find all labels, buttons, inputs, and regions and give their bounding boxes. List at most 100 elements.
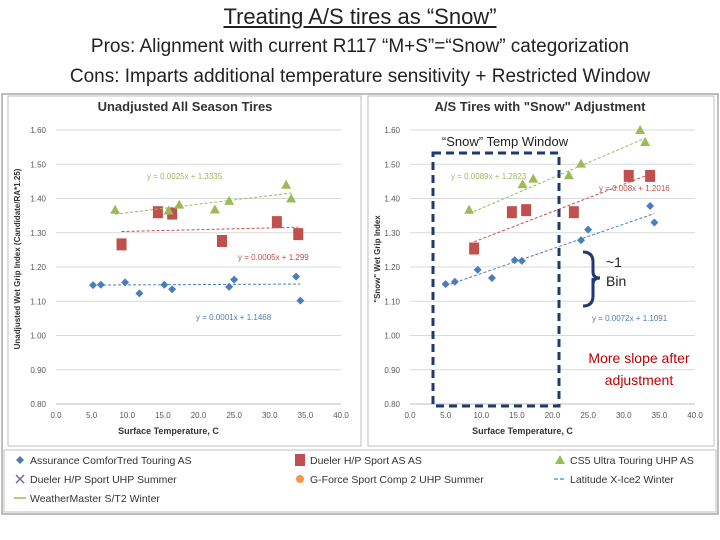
chart0-point <box>296 296 305 305</box>
chart1-ytick: 1.40 <box>384 195 400 204</box>
chart0-xtick: 30.0 <box>262 411 278 420</box>
chart0-ytick: 1.20 <box>30 263 46 272</box>
chart0-point <box>293 228 304 241</box>
chart0-point <box>89 281 98 290</box>
legend-marker-2 <box>555 455 565 464</box>
chart1-xtick: 25.0 <box>580 411 596 420</box>
chart1-point <box>645 169 656 182</box>
chart0-point <box>135 289 144 298</box>
chart1-ytick: 0.90 <box>384 366 400 375</box>
chart1-point <box>576 158 586 168</box>
chart1-point <box>646 202 655 211</box>
chart0-point <box>116 238 127 251</box>
legend-label-6: WeatherMaster S/T2 Winter <box>30 493 160 505</box>
legend-label-2: CS5 Ultra Touring UHP AS <box>570 455 694 467</box>
chart1-point <box>487 273 496 282</box>
legend-marker-0 <box>16 456 24 464</box>
chart1-trendline-1 <box>473 173 651 243</box>
chart1-point <box>563 170 574 180</box>
chart0-point <box>174 199 185 209</box>
chart1-point <box>568 206 579 219</box>
legend-label-0: Assurance ComforTred Touring AS <box>30 455 192 467</box>
chart0-trendline-2 <box>115 192 292 215</box>
chart1-xtick: 10.0 <box>473 411 489 420</box>
chart1-point <box>577 236 585 245</box>
pros-text: Pros: Alignment with current R117 “M+S”=… <box>90 36 630 57</box>
chart1-xtick: 35.0 <box>652 411 668 420</box>
chart0-point <box>217 234 228 247</box>
chart1-point <box>650 218 659 227</box>
chart1-trendline-2 <box>468 137 646 214</box>
bin-label-line1: ~1 <box>606 254 622 270</box>
chart0-xtick: 10.0 <box>119 411 135 420</box>
chart1-equation-1: y = 0.008x + 1.2016 <box>599 184 670 193</box>
chart0-ylabel: Unadjusted Wet Grip Index (Candidate/RA*… <box>13 168 22 349</box>
chart0-point <box>224 195 235 205</box>
chart1-xtick: 40.0 <box>687 411 703 420</box>
chart1-point <box>469 242 480 255</box>
chart1-ytick: 1.60 <box>384 126 400 135</box>
chart0-point <box>286 193 297 203</box>
chart1-ytick: 1.50 <box>384 160 400 169</box>
chart0-trendline-0 <box>93 283 301 286</box>
chart1-point <box>510 256 519 265</box>
chart0-equation-1: y = 0.0005x + 1.299 <box>238 253 309 262</box>
figure: Unadjusted All Season Tires 0.80 0.90 1.00 1… <box>1 93 719 515</box>
chart0-xtick: 35.0 <box>298 411 314 420</box>
chart0-title: Unadjusted All Season Tires <box>98 99 273 114</box>
chart1-ytick: 1.00 <box>384 332 400 341</box>
chart-snow-adjusted: A/S Tires with "Snow" Adjustment 0.80 0.90… <box>373 99 703 436</box>
chart1-ytick: 1.10 <box>384 297 400 306</box>
chart1-point <box>441 280 450 289</box>
chart0-ytick: 1.60 <box>30 126 46 135</box>
legend-marker-3-b <box>15 474 25 484</box>
chart0-ytick: 1.40 <box>30 195 46 204</box>
chart1-xtick: 20.0 <box>545 411 561 420</box>
chart0-ytick: 0.80 <box>30 400 46 409</box>
cons-text: Cons: Imparts additional temperature sen… <box>69 66 651 87</box>
legend-label-1: Dueler H/P Sport AS AS <box>310 455 422 467</box>
chart1-point <box>450 277 459 286</box>
chart1-point <box>635 125 646 134</box>
legend-box <box>3 449 717 513</box>
chart0-point <box>281 179 292 189</box>
chart1-point <box>517 256 526 265</box>
chart0-point <box>121 278 130 287</box>
legend-label-4: G-Force Sport Comp 2 UHP Summer <box>310 474 484 486</box>
snow-window-box <box>431 151 561 408</box>
legend-marker-3 <box>15 474 25 484</box>
chart0-point <box>230 275 239 284</box>
chart0-ytick: 1.00 <box>30 332 46 341</box>
chart1-ylabel: "Snow" Wet Grip Index <box>373 215 382 303</box>
chart1-point <box>640 136 651 146</box>
chart0-ytick: 0.90 <box>30 366 46 375</box>
legend-label-3: Dueler H/P Sport UHP Summer <box>30 474 177 486</box>
chart1-point <box>528 173 539 183</box>
chart0-xtick: 40.0 <box>333 411 349 420</box>
chart0-xlabel: Surface Temperature, C <box>118 426 219 436</box>
chart0-point <box>110 204 121 214</box>
chart1-trendline-0 <box>445 213 655 287</box>
chart0-point <box>271 216 282 229</box>
chart0-trendline-1 <box>121 226 299 233</box>
chart0-point <box>96 280 105 289</box>
chart0-point <box>160 280 169 289</box>
chart0-ytick: 1.10 <box>30 297 46 306</box>
chart0-point <box>225 282 234 291</box>
chart1-xtick: 30.0 <box>616 411 632 420</box>
chart0-point <box>292 272 301 281</box>
chart1-ytick: 1.30 <box>384 229 400 238</box>
chart-unadjusted: Unadjusted All Season Tires 0.80 0.90 1.00 1… <box>13 99 349 436</box>
legend-marker-1 <box>295 454 305 466</box>
chart0-xtick: 15.0 <box>155 411 171 420</box>
chart1-xtick: 5.0 <box>440 411 452 420</box>
chart0-point <box>152 206 163 219</box>
chart1-ytick: 1.20 <box>384 263 400 272</box>
chart0-equation-0: y = 0.0001x + 1.1468 <box>196 313 272 322</box>
legend: Assurance ComforTred Touring AS Dueler H/… <box>14 454 694 505</box>
chart0-xtick: 0.0 <box>50 411 62 420</box>
chart0-xtick: 20.0 <box>191 411 207 420</box>
chart1-xtick: 0.0 <box>404 411 416 420</box>
chart1-equation-0: y = 0.0072x + 1.1091 <box>592 314 668 323</box>
left-chart-frame <box>7 95 362 447</box>
